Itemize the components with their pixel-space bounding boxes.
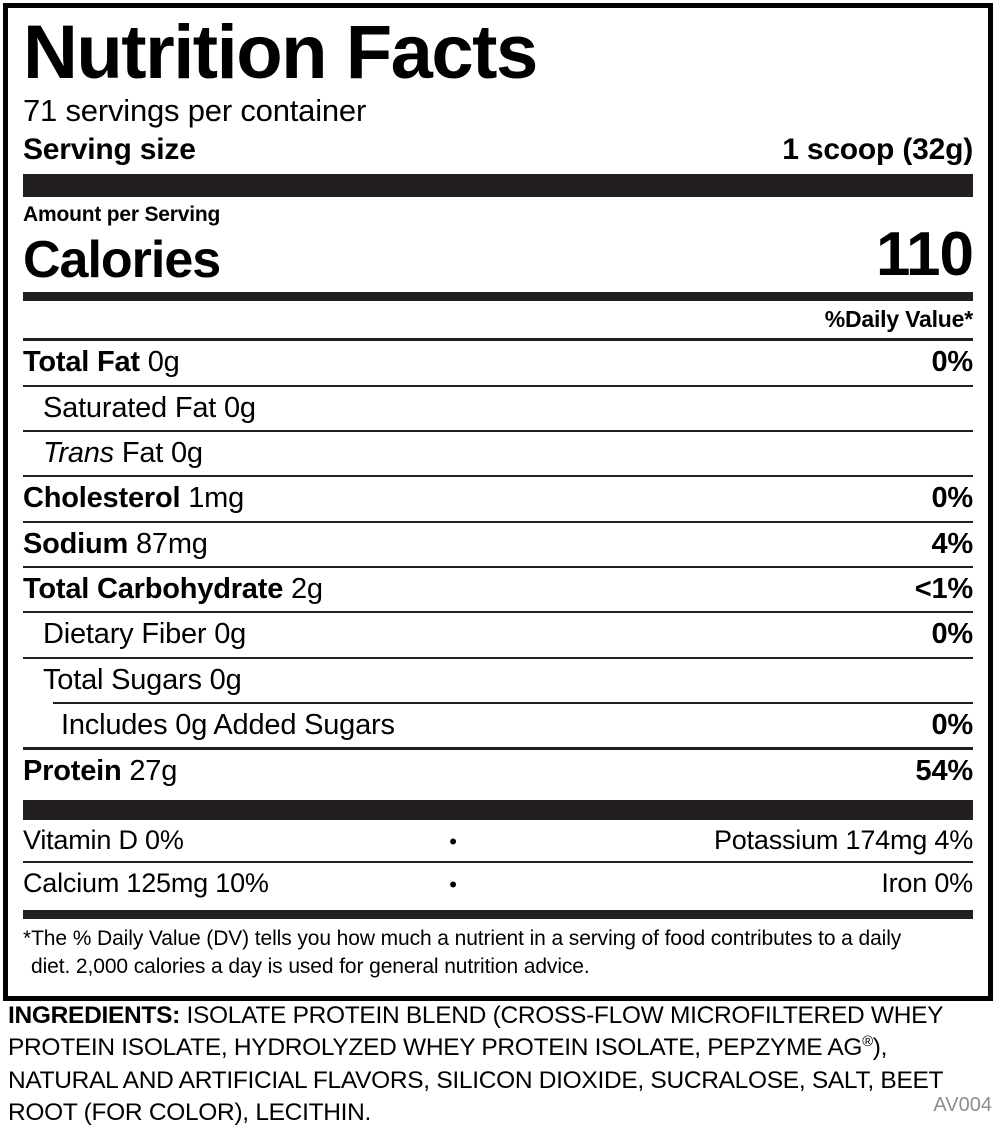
nutrient-name-saturated-fat: Saturated Fat 0g [43, 391, 256, 424]
page-title: Nutrition Facts [23, 10, 538, 95]
divider-medium-after-calories [23, 292, 973, 302]
divider-row [23, 430, 973, 432]
bullet-separator-icon: • [449, 828, 457, 854]
amount-per-serving-label: Amount per Serving [23, 203, 221, 227]
divider-before-nutrients [23, 338, 973, 342]
divider-thick-after-protein [23, 799, 973, 820]
nutrient-row-protein: Protein 27g 54% [23, 750, 973, 793]
nutrient-row-cholesterol: Cholesterol 1mg 0% [23, 477, 973, 520]
divider-row [23, 747, 973, 751]
divider-row [23, 860, 973, 863]
micronutrient-calcium: Calcium 125mg 10% [23, 867, 269, 898]
nutrient-row-dietary-fiber: Dietary Fiber 0g 0% [23, 613, 973, 656]
nutrient-dv-sodium: 4% [931, 527, 973, 560]
nutrient-row-trans-fat: Trans Fat 0g [23, 432, 973, 475]
daily-value-header: %Daily Value* [824, 306, 973, 333]
divider-row [23, 656, 973, 659]
nutrient-row-total-fat: Total Fat 0g 0% [23, 341, 973, 384]
divider-medium-after-micronutrients [23, 909, 973, 919]
divider-row [23, 566, 973, 569]
nutrient-dv-added-sugars: 0% [931, 709, 973, 742]
calories-label: Calories [23, 231, 221, 290]
nutrient-name-cholesterol: Cholesterol 1mg [23, 482, 245, 515]
micronutrient-iron: Iron 0% [881, 867, 973, 898]
footnote-line-2: diet. 2,000 calories a day is used for g… [31, 955, 590, 979]
nutrient-name-dietary-fiber: Dietary Fiber 0g [43, 618, 247, 651]
serving-size-row: Serving size 1 scoop (32g) [23, 132, 973, 168]
ingredients-statement: INGREDIENTS: ISOLATE PROTEIN BLEND (CROS… [8, 1000, 992, 1129]
divider-row [23, 520, 973, 523]
divider-row [23, 475, 973, 478]
nutrient-row-saturated-fat: Saturated Fat 0g [23, 387, 973, 430]
nutrient-name-total-carbohydrate: Total Carbohydrate 2g [23, 573, 323, 606]
divider-row [23, 611, 973, 614]
divider-row-indented [53, 702, 973, 705]
nutrition-facts-panel: Nutrition Facts 71 servings per containe… [3, 3, 993, 1001]
nutrient-name-total-fat: Total Fat 0g [23, 346, 180, 379]
micronutrient-vitamin-d: Vitamin D 0% [23, 824, 184, 855]
micronutrient-row-vitamind-potassium: Vitamin D 0% • Potassium 174mg 4% [23, 820, 973, 861]
nutrient-row-total-sugars: Total Sugars 0g [23, 659, 973, 702]
nutrient-name-added-sugars: Includes 0g Added Sugars [61, 709, 395, 742]
nutrient-name-trans-fat: Trans Fat 0g [43, 437, 203, 469]
calories-value: 110 [875, 220, 974, 290]
ingredients-heading: INGREDIENTS: [8, 1002, 180, 1029]
bullet-separator-icon: • [449, 871, 457, 897]
nutrient-dv-total-fat: 0% [931, 346, 973, 379]
serving-size-value: 1 scoop (32g) [782, 133, 973, 167]
daily-value-footnote: *The % Daily Value (DV) tells you how mu… [23, 919, 973, 996]
registered-trademark-icon: ® [862, 1034, 873, 1051]
nutrient-dv-total-carbohydrate: <1% [914, 573, 973, 606]
nutrient-name-sodium: Sodium 87mg [23, 527, 208, 560]
serving-size-label: Serving size [23, 133, 196, 167]
nutrient-name-protein: Protein 27g [23, 755, 178, 788]
micronutrient-potassium: Potassium 174mg 4% [713, 824, 973, 855]
ingredients-body-1: ISOLATE PROTEIN BLEND (CROSS-FLOW MICROF… [8, 1002, 943, 1062]
servings-per-container: 71 servings per container [23, 93, 367, 129]
ingredients-body-2: ), NATURAL AND ARTIFICIAL FLAVORS, SILIC… [8, 1034, 943, 1126]
nutrient-dv-dietary-fiber: 0% [931, 618, 973, 651]
product-code: AV004 [933, 1094, 992, 1116]
nutrient-name-total-sugars: Total Sugars 0g [43, 663, 242, 696]
nutrient-row-added-sugars: Includes 0g Added Sugars 0% [23, 704, 973, 747]
micronutrient-row-calcium-iron: Calcium 125mg 10% • Iron 0% [23, 863, 973, 904]
divider-thick-after-serving-size [23, 174, 973, 198]
nutrient-dv-protein: 54% [915, 755, 974, 788]
nutrient-dv-cholesterol: 0% [931, 482, 973, 515]
nutrient-row-sodium: Sodium 87mg 4% [23, 523, 973, 566]
divider-row [23, 384, 973, 387]
nutrient-row-total-carbohydrate: Total Carbohydrate 2g <1% [23, 568, 973, 611]
calories-row: Calories 110 [23, 220, 974, 290]
footnote-line-1: *The % Daily Value (DV) tells you how mu… [23, 926, 902, 950]
